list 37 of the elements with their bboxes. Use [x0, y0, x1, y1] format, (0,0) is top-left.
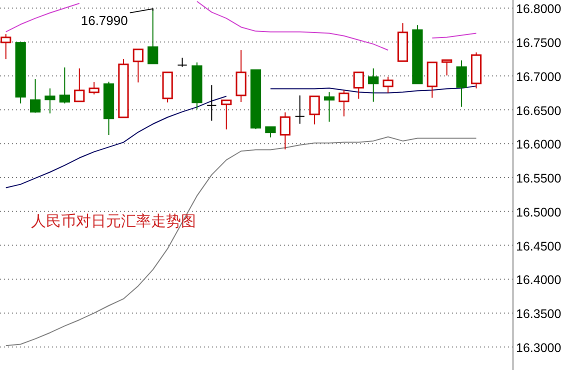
candlestick — [368, 68, 379, 102]
candlestick — [30, 78, 41, 114]
y-tick-label: 16.6000 — [516, 138, 562, 152]
candlestick — [74, 68, 85, 102]
candlestick — [353, 72, 364, 100]
text: 人民币对日元汇率走势图 — [31, 213, 196, 230]
candlestick — [456, 60, 467, 108]
candlestick — [88, 82, 100, 95]
y-tick-label: 16.5500 — [516, 172, 562, 186]
y-tick-label: 16.8000 — [516, 2, 562, 16]
candlestick — [442, 59, 452, 76]
y-tick-label: 16.4000 — [516, 273, 562, 288]
candlestick — [426, 62, 438, 98]
candlestick — [324, 92, 335, 122]
candlestick — [280, 112, 290, 150]
candlestick — [59, 66, 70, 104]
candlestick — [148, 8, 158, 64]
candlestick — [177, 57, 188, 68]
y-tick-label: 16.3500 — [516, 307, 562, 322]
candlestick — [294, 94, 305, 124]
candlestick — [338, 90, 350, 117]
candlestick — [44, 88, 56, 114]
candlestick — [309, 96, 320, 125]
candlestick — [236, 50, 246, 103]
y-tick-label: 16.3000 — [516, 340, 562, 355]
candlestick — [221, 100, 232, 130]
candlestick — [265, 126, 276, 138]
y-tick-label: 16.6500 — [516, 104, 562, 118]
annotation: 16.7990 — [80, 12, 128, 28]
y-tick-label: 16.7500 — [516, 36, 562, 50]
y-tick-label: 16.7000 — [516, 70, 562, 84]
y-tick-label: 16.4500 — [516, 239, 562, 254]
candlestick — [382, 76, 394, 94]
candlestick — [206, 84, 217, 122]
candlestick — [0, 34, 12, 60]
candlestick — [132, 48, 144, 83]
y-tick-label: 16.5000 — [516, 205, 562, 220]
